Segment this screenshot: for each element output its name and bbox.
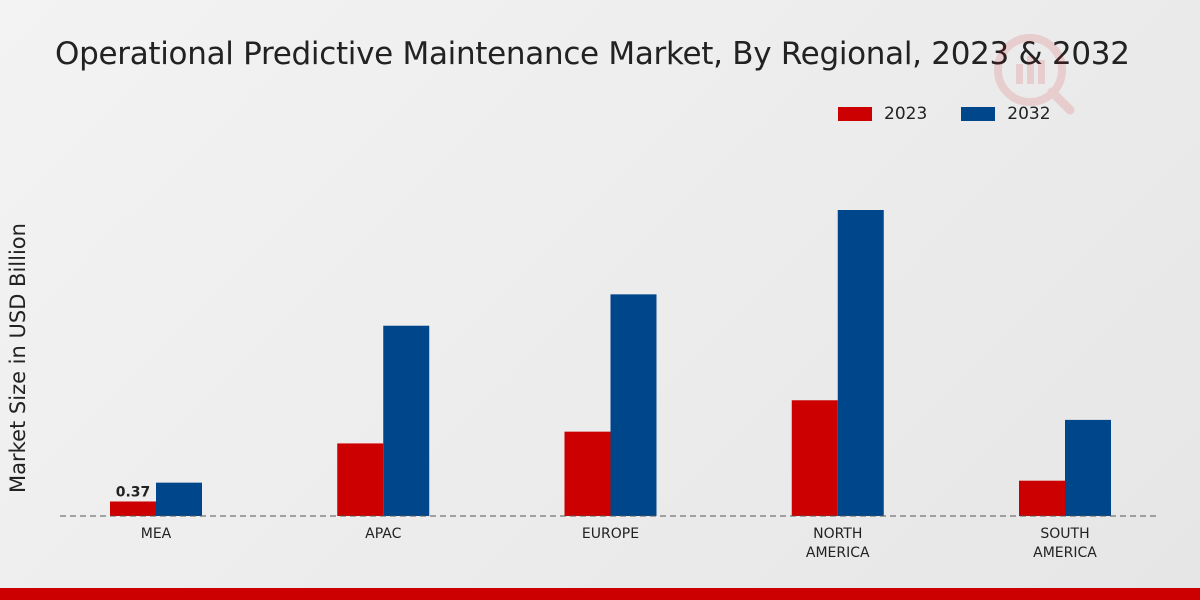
bar-2023-apac <box>337 443 384 516</box>
bar-2023-europe <box>564 431 611 516</box>
bar-2023-north-america <box>791 400 838 516</box>
legend-label-2032: 2032 <box>1007 104 1051 124</box>
legend-swatch-2023 <box>838 107 872 121</box>
x-tick-label-line: SOUTH <box>1040 526 1089 542</box>
x-tick-label-line: NORTH <box>813 526 862 542</box>
x-tick-label-mea: MEA <box>141 526 172 542</box>
data-label: 0.37 <box>116 484 151 500</box>
bar-2032-europe <box>610 294 657 516</box>
brand-logo-icon <box>994 34 1075 115</box>
chart-title: Operational Predictive Maintenance Marke… <box>55 36 1130 72</box>
x-tick-label-north-america: NORTH AMERICA <box>806 526 870 561</box>
x-tick-label-line: MEA <box>141 526 172 542</box>
legend-item-2032: 2032 <box>961 104 1051 124</box>
bar-2023-mea <box>110 501 156 516</box>
legend-swatch-2032 <box>961 107 996 121</box>
legend: 2023 2032 <box>838 104 1085 124</box>
x-tick-label-south-america: SOUTH AMERICA <box>1033 526 1097 561</box>
x-tick-label-europe: EUROPE <box>582 526 639 542</box>
bar-2032-north-america <box>837 210 884 516</box>
bar-2032-mea <box>156 482 202 516</box>
legend-item-2023: 2023 <box>838 104 927 124</box>
x-tick-label-line: EUROPE <box>582 526 639 542</box>
footer-bar <box>0 588 1200 600</box>
x-tick-label-line: AMERICA <box>1033 545 1097 561</box>
x-tick-label-line: AMERICA <box>806 545 870 561</box>
bar-2032-south-america <box>1065 419 1111 516</box>
x-tick-label-line: APAC <box>365 526 401 542</box>
x-tick-label-apac: APAC <box>365 526 401 542</box>
bar-2023-south-america <box>1019 480 1065 516</box>
legend-label-2023: 2023 <box>884 104 928 124</box>
bar-2032-apac <box>383 325 430 516</box>
